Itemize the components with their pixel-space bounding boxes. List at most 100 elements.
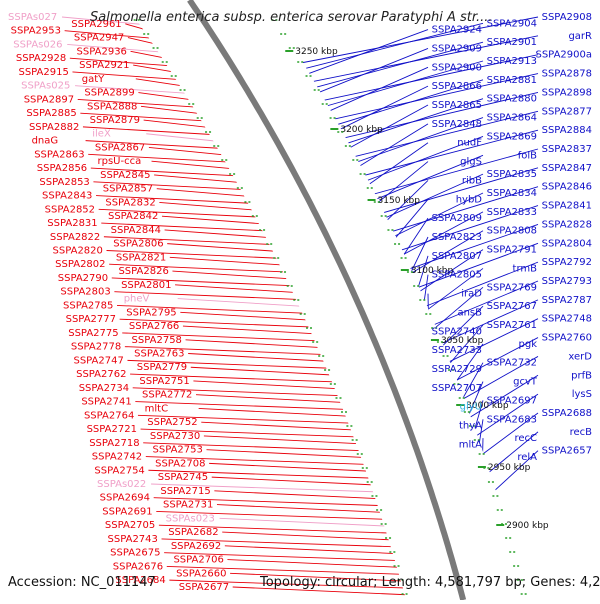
left-gene-label: SSPA2802	[55, 259, 105, 270]
left-gene-label: SSPA2743	[108, 534, 158, 545]
left-gene-label: SSPA2706	[173, 555, 223, 566]
left-gene-label: SSPAs025	[21, 81, 70, 92]
left-connector-line	[227, 559, 405, 568]
right-connector-line	[294, 22, 484, 72]
left-connector-line	[206, 449, 369, 459]
right-connector-line	[390, 205, 539, 254]
right-gene-label: SSPA2683	[487, 414, 537, 425]
left-gene-label: SSPA2806	[113, 239, 163, 250]
right-connector-line	[407, 242, 539, 292]
left-gene-label: SSPA2852	[45, 204, 95, 215]
left-gene-label: SSPA2708	[155, 458, 205, 469]
right-gene-label: SSPA2688	[542, 408, 592, 419]
left-connector-line	[135, 401, 351, 411]
left-gene-label: SSPA2882	[29, 122, 79, 133]
right-gene-label: SSPA2866	[432, 81, 482, 92]
left-gene-label: SSPA2758	[132, 335, 182, 346]
left-connector-line	[85, 140, 226, 150]
left-gene-label: SSPA2676	[113, 561, 163, 572]
right-connector-line	[453, 356, 539, 405]
right-gene-label: SSPA2807	[432, 251, 482, 262]
right-gene-label: SSPA2924	[432, 25, 482, 36]
left-connector-line	[90, 167, 242, 177]
left-connector-line	[230, 572, 409, 582]
left-connector-line	[193, 380, 343, 390]
right-connector-line	[329, 85, 429, 135]
left-connector-line	[188, 353, 332, 362]
right-connector-line	[401, 230, 484, 280]
left-gene-label: SSPA2721	[87, 424, 137, 435]
right-gene-label: SSPA2880	[487, 94, 537, 105]
right-connector-line	[308, 48, 429, 97]
right-gene-label: SSPA2828	[542, 219, 592, 230]
left-gene-label: SSPA2730	[150, 431, 200, 442]
left-connector-line	[103, 236, 278, 246]
left-gene-label: SSPA2899	[84, 88, 134, 99]
left-gene-label: SSPA2853	[39, 177, 89, 188]
left-connector-line	[61, 16, 149, 26]
left-gene-label: SSPA2753	[153, 445, 203, 456]
left-connector-line	[88, 153, 234, 163]
left-gene-label: SSPA2785	[63, 300, 113, 311]
right-gene-label: SSPA2881	[487, 75, 537, 86]
left-gene-label: SSPA2803	[60, 287, 110, 298]
right-gene-label: glyU	[460, 402, 482, 413]
right-gene-label: SSPA2791	[487, 245, 537, 256]
left-connector-line	[148, 147, 230, 156]
right-connector-line	[305, 41, 484, 91]
left-connector-line	[153, 497, 386, 507]
right-connector-line	[353, 129, 539, 179]
right-gene-label: SSPA2877	[542, 106, 592, 117]
left-gene-labels: SSPAs027 SSPA2961 SSPA2953 SSPA2947 SSPAs026…	[8, 12, 229, 593]
right-gene-label: SSPA2834	[487, 188, 537, 199]
right-gene-label: garR	[568, 31, 592, 42]
left-gene-label: SSPA2764	[84, 410, 134, 421]
left-gene-label: SSPA2763	[134, 349, 184, 360]
left-gene-label: SSPA2675	[110, 548, 160, 559]
right-connector-line	[466, 393, 539, 443]
right-gene-label: SSPA2884	[542, 125, 592, 136]
left-connector-line	[143, 119, 214, 129]
right-gene-label: SSPA2761	[487, 320, 537, 331]
right-gene-label: SSPA2732	[487, 358, 537, 369]
left-connector-line	[137, 414, 356, 424]
left-connector-line	[130, 373, 340, 383]
right-gene-label: relA	[517, 452, 537, 463]
left-gene-label: SSPAs023	[166, 513, 215, 524]
left-connector-line	[82, 126, 218, 136]
right-connector-line	[312, 54, 539, 104]
left-gene-label: rpsU-cca	[98, 156, 142, 167]
left-connector-line	[158, 524, 394, 534]
left-gene-label: SSPA2915	[18, 67, 68, 78]
left-connector-line	[143, 442, 367, 452]
left-gene-label: SSPA2879	[90, 115, 140, 126]
right-gene-label: SSPA2837	[542, 144, 592, 155]
feature-band	[122, 0, 528, 600]
left-gene-label: SSPA2754	[94, 465, 144, 476]
left-gene-label: SSPA2779	[137, 362, 187, 373]
map-title: Salmonella enterica subsp. enterica sero…	[90, 10, 493, 25]
left-connector-line	[185, 339, 326, 349]
right-connector-line	[393, 211, 484, 261]
left-gene-label: SSPA2778	[71, 342, 121, 353]
right-connector-line	[446, 337, 539, 386]
right-gene-label: mltA	[459, 439, 482, 450]
left-connector-line	[93, 181, 249, 191]
left-connector-line	[140, 428, 362, 438]
left-gene-label: SSPA2684	[115, 575, 165, 586]
left-gene-label: SSPA2897	[24, 94, 74, 105]
left-gene-label: SSPA2832	[105, 197, 155, 208]
left-gene-label: SSPA2751	[139, 376, 189, 387]
left-gene-label: SSPA2845	[100, 170, 150, 181]
position-ticks: 3250 kbp 3200 kbp 3150 kbp 3100 kbp 3050 kbp…	[133, 19, 549, 595]
right-gene-label: xerD	[568, 351, 592, 362]
left-connector-line	[111, 277, 298, 287]
left-gene-label: gatY	[82, 74, 105, 85]
left-gene-label: SSPA2790	[58, 273, 108, 284]
right-connector-line	[349, 123, 429, 173]
left-connector-line	[148, 469, 376, 479]
left-connector-line	[140, 105, 206, 115]
right-gene-label: nudF	[457, 138, 482, 149]
right-connector-line	[381, 186, 539, 236]
